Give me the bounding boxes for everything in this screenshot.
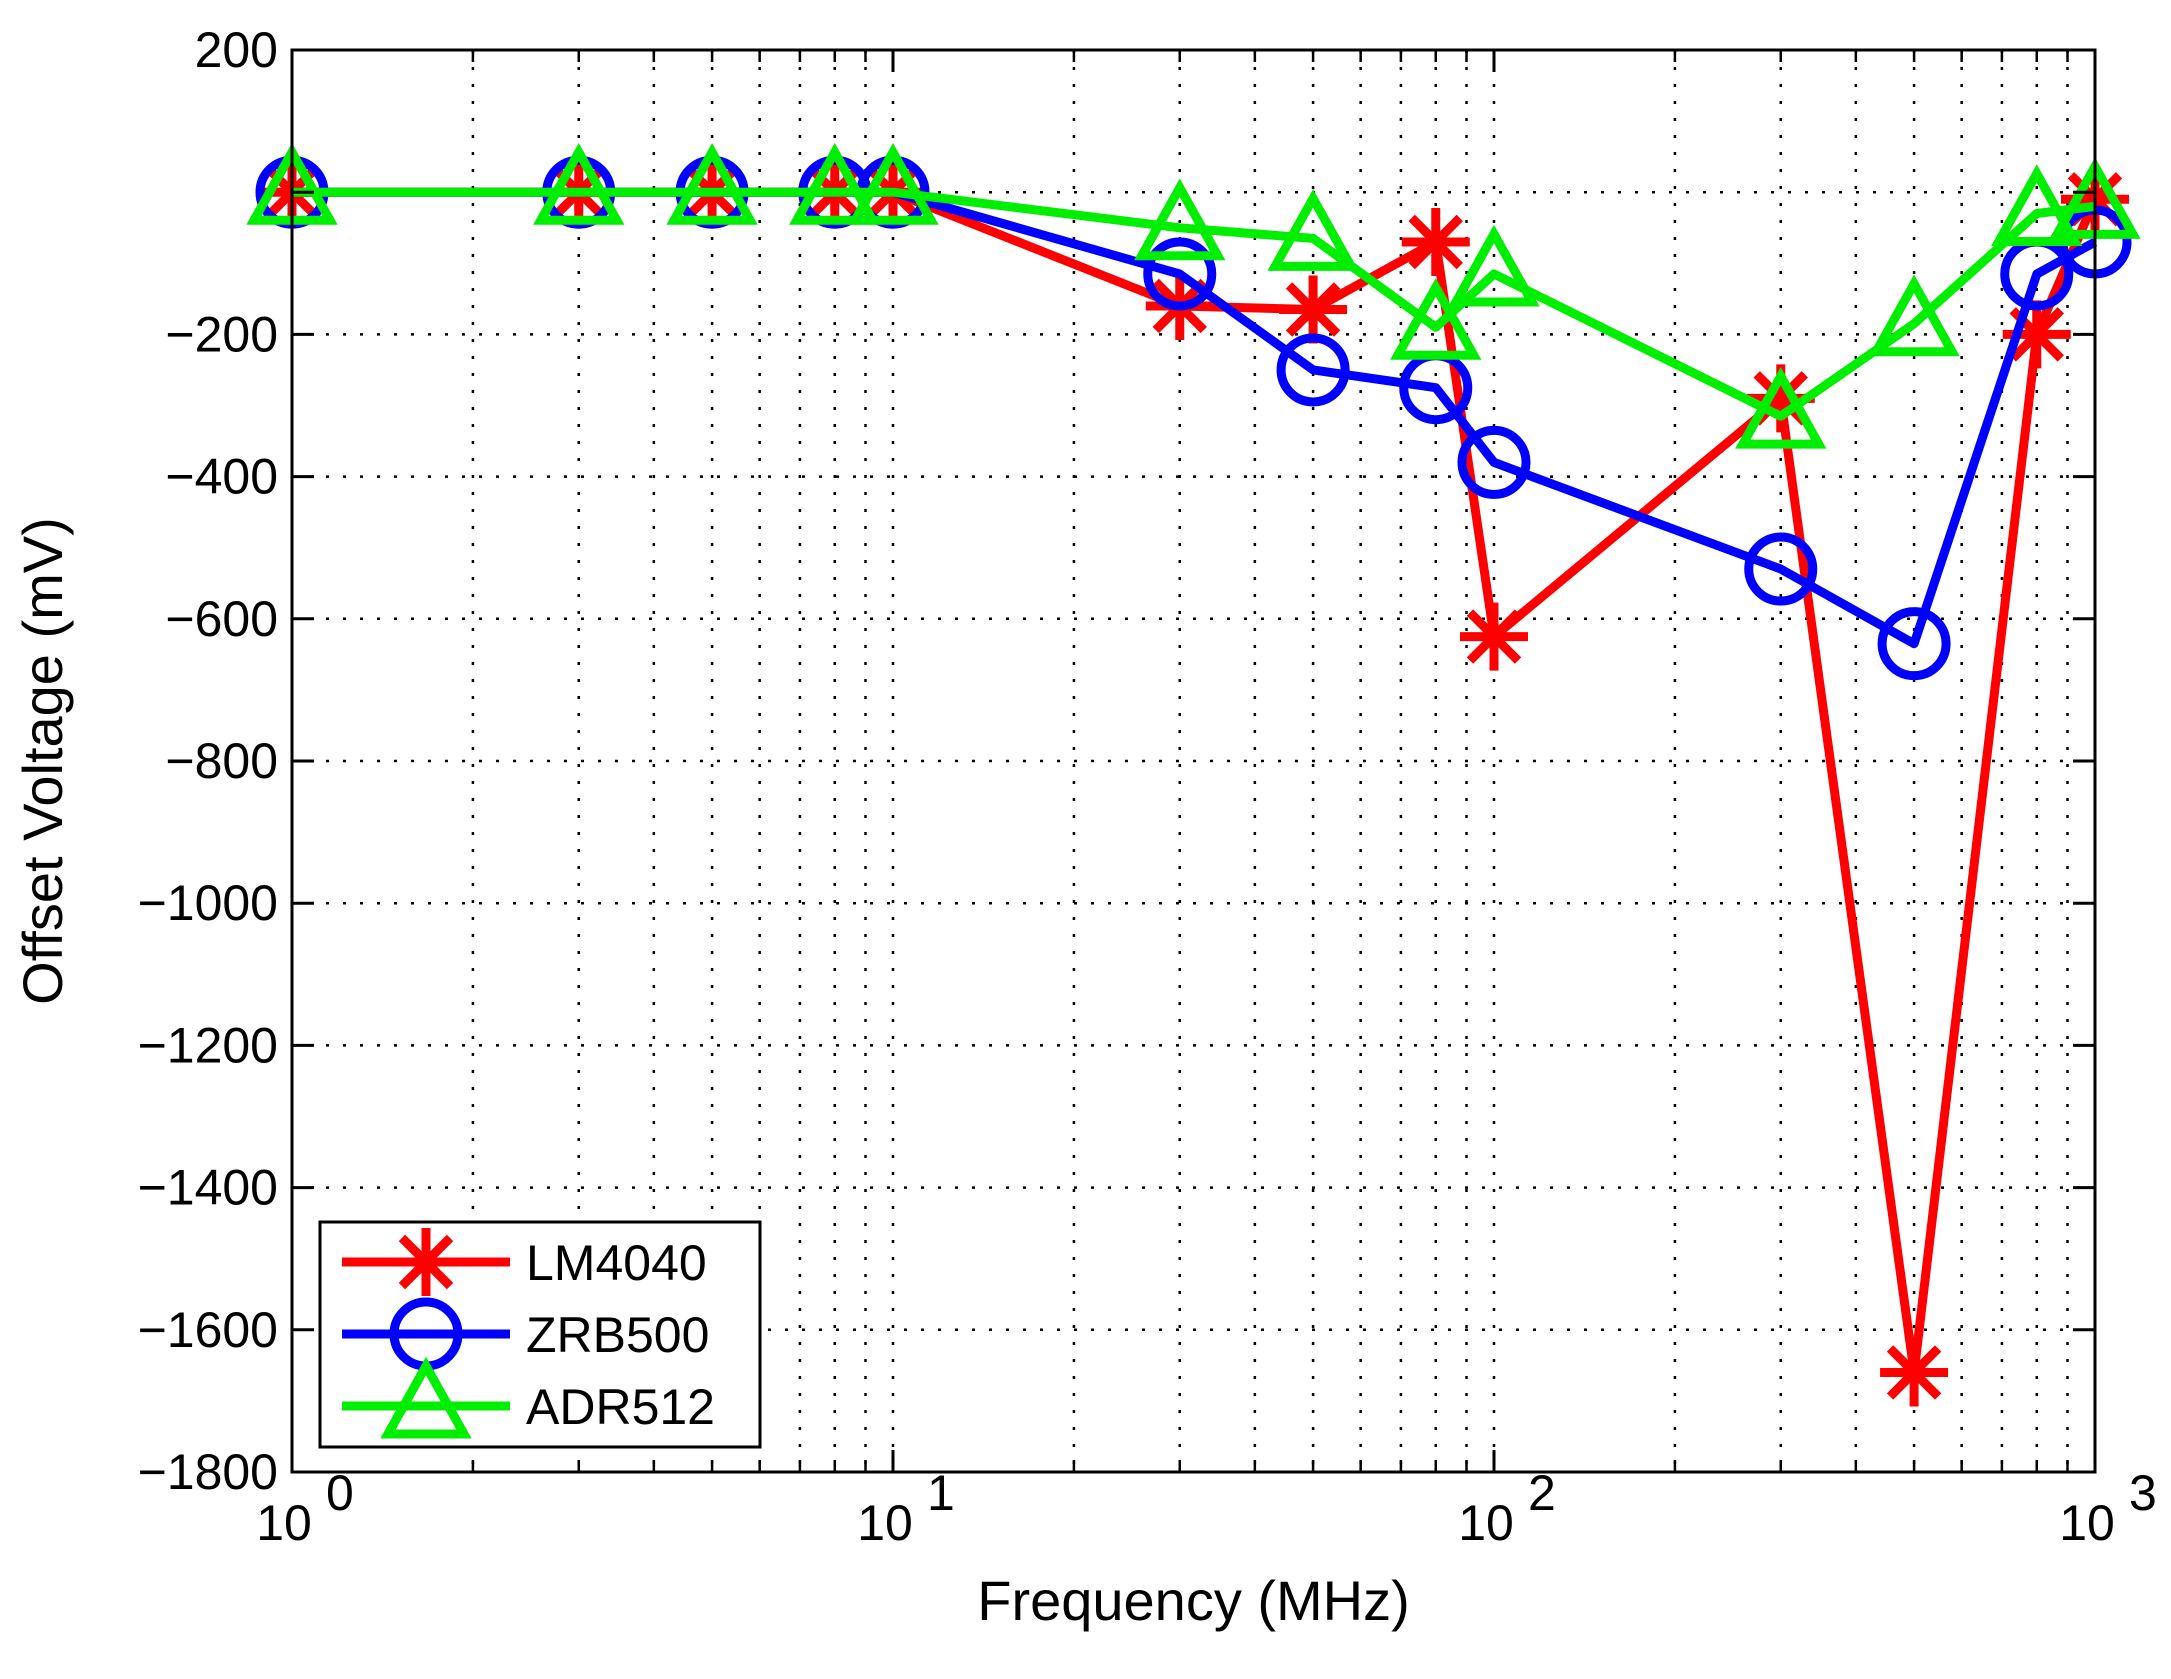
data-point	[1134, 178, 1226, 261]
x-tick-exponent: 2	[1528, 1465, 1556, 1521]
asterisk-stroke	[1466, 609, 1522, 664]
data-point	[1143, 237, 1217, 311]
series-layer	[246, 142, 2141, 1407]
data-point	[1276, 333, 1350, 407]
data-point	[1448, 224, 1540, 307]
data-point	[789, 142, 881, 225]
legend-swatch-marker	[380, 1356, 472, 1439]
y-tick-labels: 200 −200 −400 −600 −800 −1000 −1200 −1400 −1600 −…	[138, 22, 278, 1500]
data-point	[1279, 275, 1348, 344]
x-tick-label: 10	[256, 1495, 312, 1551]
series-adr512	[246, 142, 2141, 449]
legend-swatch-marker	[392, 1228, 460, 1296]
asterisk-stroke	[1753, 371, 1808, 426]
data-point	[1401, 207, 1470, 276]
asterisk-stroke	[1886, 1345, 1942, 1400]
asterisk-stroke	[1408, 214, 1463, 270]
legend: LM4040 ZRB500 ADR512	[318, 1220, 762, 1449]
y-tick-label: −1000	[138, 875, 278, 931]
legend-label: ADR512	[526, 1379, 715, 1435]
data-point	[666, 142, 758, 225]
data-point	[1460, 602, 1528, 671]
asterisk-stroke	[1285, 282, 1341, 337]
y-axis-label: Offset Voltage (mV)	[11, 517, 74, 1005]
grid-lines	[292, 50, 2095, 1472]
asterisk-stroke	[2009, 307, 2064, 362]
data-point	[1390, 278, 1482, 360]
x-tick-label: 10	[2059, 1495, 2115, 1551]
data-point	[847, 142, 939, 225]
y-tick-label: 200	[195, 22, 278, 78]
data-point	[1267, 189, 1359, 271]
data-point	[1991, 164, 2083, 247]
legend-label: LM4040	[526, 1235, 707, 1291]
data-point	[1744, 532, 1818, 606]
axis-ticks	[290, 48, 2097, 1474]
series-line	[292, 187, 2096, 421]
data-point	[1880, 1338, 1949, 1407]
legend-entry: LM4040	[342, 1228, 707, 1296]
y-tick-label: −800	[165, 733, 278, 789]
data-point	[533, 142, 625, 225]
data-point	[1868, 274, 1960, 357]
x-tick-exponent: 0	[326, 1465, 354, 1521]
x-tick-exponent: 1	[927, 1465, 955, 1521]
y-tick-label: −1800	[138, 1444, 278, 1500]
y-tick-label: −1400	[138, 1160, 278, 1216]
y-tick-label: −400	[165, 449, 278, 505]
data-point	[1735, 366, 1827, 449]
x-tick-exponent: 3	[2129, 1465, 2157, 1521]
data-point	[1457, 425, 1531, 499]
y-tick-label: −1600	[138, 1302, 278, 1358]
data-point	[1877, 607, 1951, 681]
y-tick-label: −600	[165, 591, 278, 647]
x-tick-label: 10	[1458, 1495, 1514, 1551]
x-tick-label: 10	[857, 1495, 913, 1551]
y-tick-label: −200	[165, 306, 278, 362]
legend-entry: ADR512	[342, 1356, 715, 1439]
x-axis-label: Frequency (MHz)	[977, 1569, 1410, 1632]
asterisk-stroke	[398, 1234, 454, 1290]
legend-entry: ZRB500	[342, 1297, 709, 1371]
y-tick-label: −1200	[138, 1017, 278, 1073]
legend-label: ZRB500	[526, 1307, 709, 1363]
